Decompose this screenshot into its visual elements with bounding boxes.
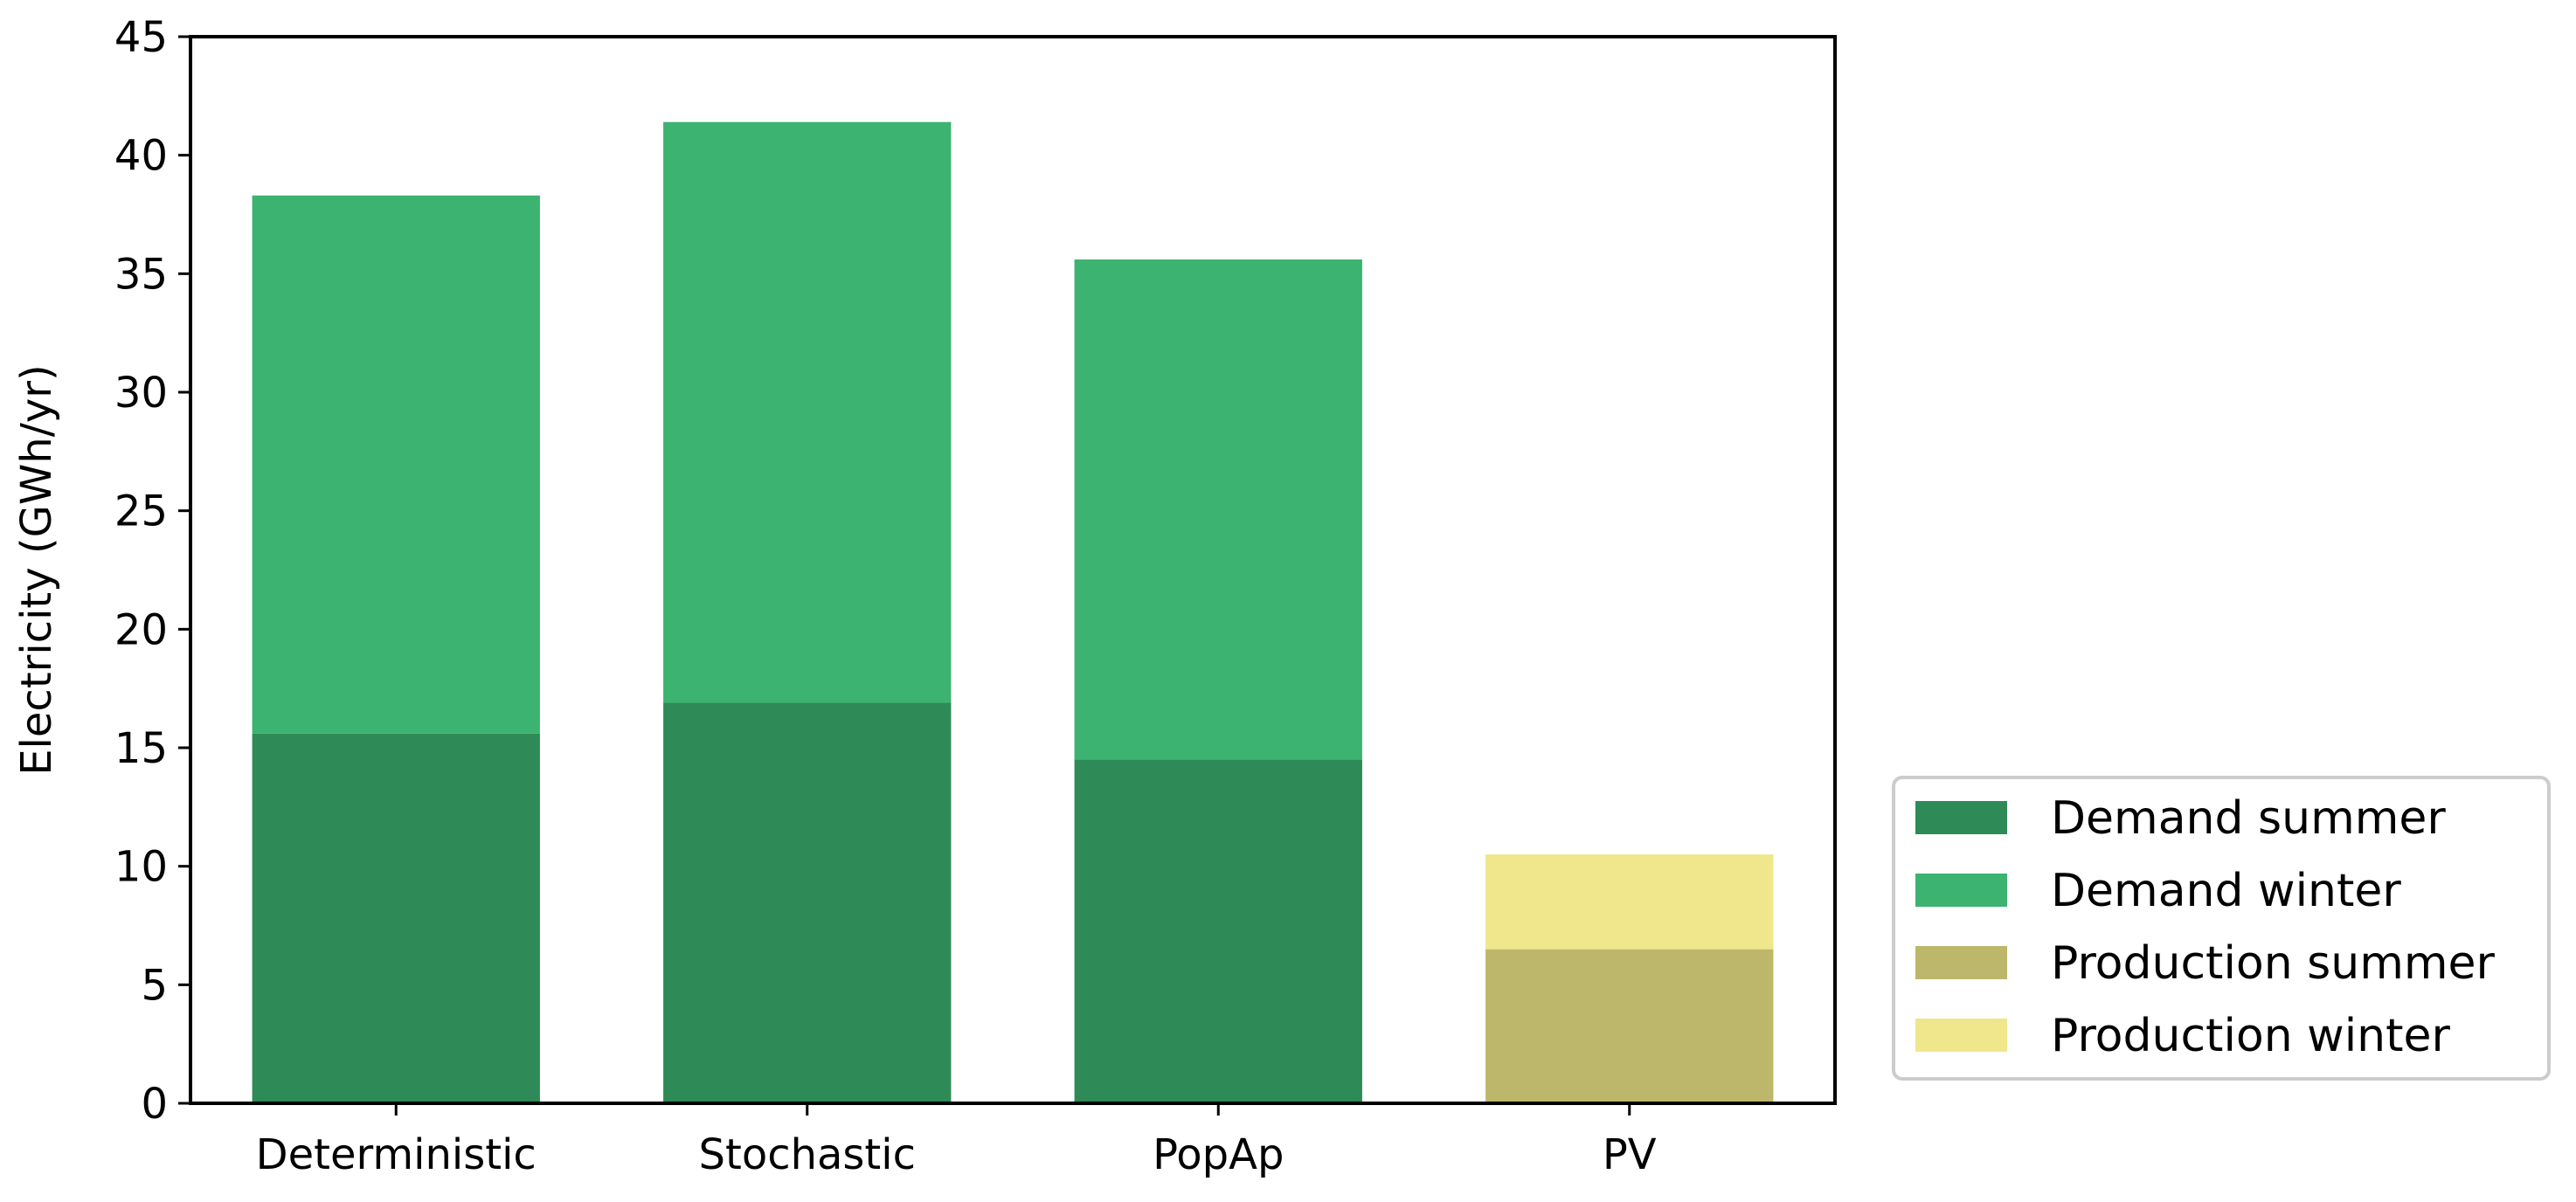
legend-label: Demand winter bbox=[2051, 865, 2401, 917]
bar-stochastic-demand-winter bbox=[663, 121, 952, 703]
legend: Demand summer Demand winter Production sum… bbox=[1892, 776, 2551, 1081]
bar-pv-production-winter bbox=[1485, 854, 1774, 950]
x-axis: Deterministic Stochastic PopAp PV bbox=[256, 1103, 1657, 1179]
x-tick-label-deterministic: Deterministic bbox=[256, 1130, 537, 1179]
x-tick-label-pv: PV bbox=[1603, 1130, 1657, 1179]
legend-swatch bbox=[1915, 1019, 2007, 1052]
bars-group bbox=[252, 121, 1774, 1103]
bar-deterministic-demand-winter bbox=[252, 195, 540, 734]
y-axis: 0 5 10 15 20 25 30 35 40 45 bbox=[114, 13, 190, 1129]
legend-swatch bbox=[1915, 874, 2007, 907]
y-tick-label: 0 bbox=[141, 1080, 168, 1129]
y-tick-label: 15 bbox=[114, 724, 168, 773]
legend-frame bbox=[1892, 776, 2551, 1081]
y-tick-label: 30 bbox=[114, 369, 168, 418]
legend-swatch bbox=[1915, 801, 2007, 834]
legend-label: Production summer bbox=[2051, 937, 2496, 990]
bar-popap-demand-summer bbox=[1074, 759, 1362, 1103]
bar-popap-demand-winter bbox=[1074, 259, 1362, 760]
y-tick-label: 10 bbox=[114, 843, 168, 892]
y-axis-label: Electricity (GWh/yr) bbox=[12, 364, 61, 776]
y-tick-label: 5 bbox=[141, 961, 168, 1010]
x-tick-label-stochastic: Stochastic bbox=[699, 1130, 916, 1179]
legend-swatch bbox=[1915, 946, 2007, 979]
legend-label: Production winter bbox=[2051, 1010, 2451, 1062]
bar-stochastic-demand-summer bbox=[663, 702, 952, 1103]
bar-deterministic-demand-summer bbox=[252, 733, 540, 1103]
y-tick-label: 25 bbox=[114, 487, 168, 536]
bar-pv-production-summer bbox=[1485, 949, 1774, 1103]
y-tick-label: 20 bbox=[114, 605, 168, 654]
y-tick-label: 40 bbox=[114, 132, 168, 181]
plot-frame bbox=[189, 35, 1837, 1105]
y-tick-label: 45 bbox=[114, 13, 168, 62]
legend-label: Demand summer bbox=[2051, 792, 2446, 845]
y-tick-label: 35 bbox=[114, 250, 168, 299]
x-tick-label-popap: PopAp bbox=[1153, 1130, 1284, 1179]
